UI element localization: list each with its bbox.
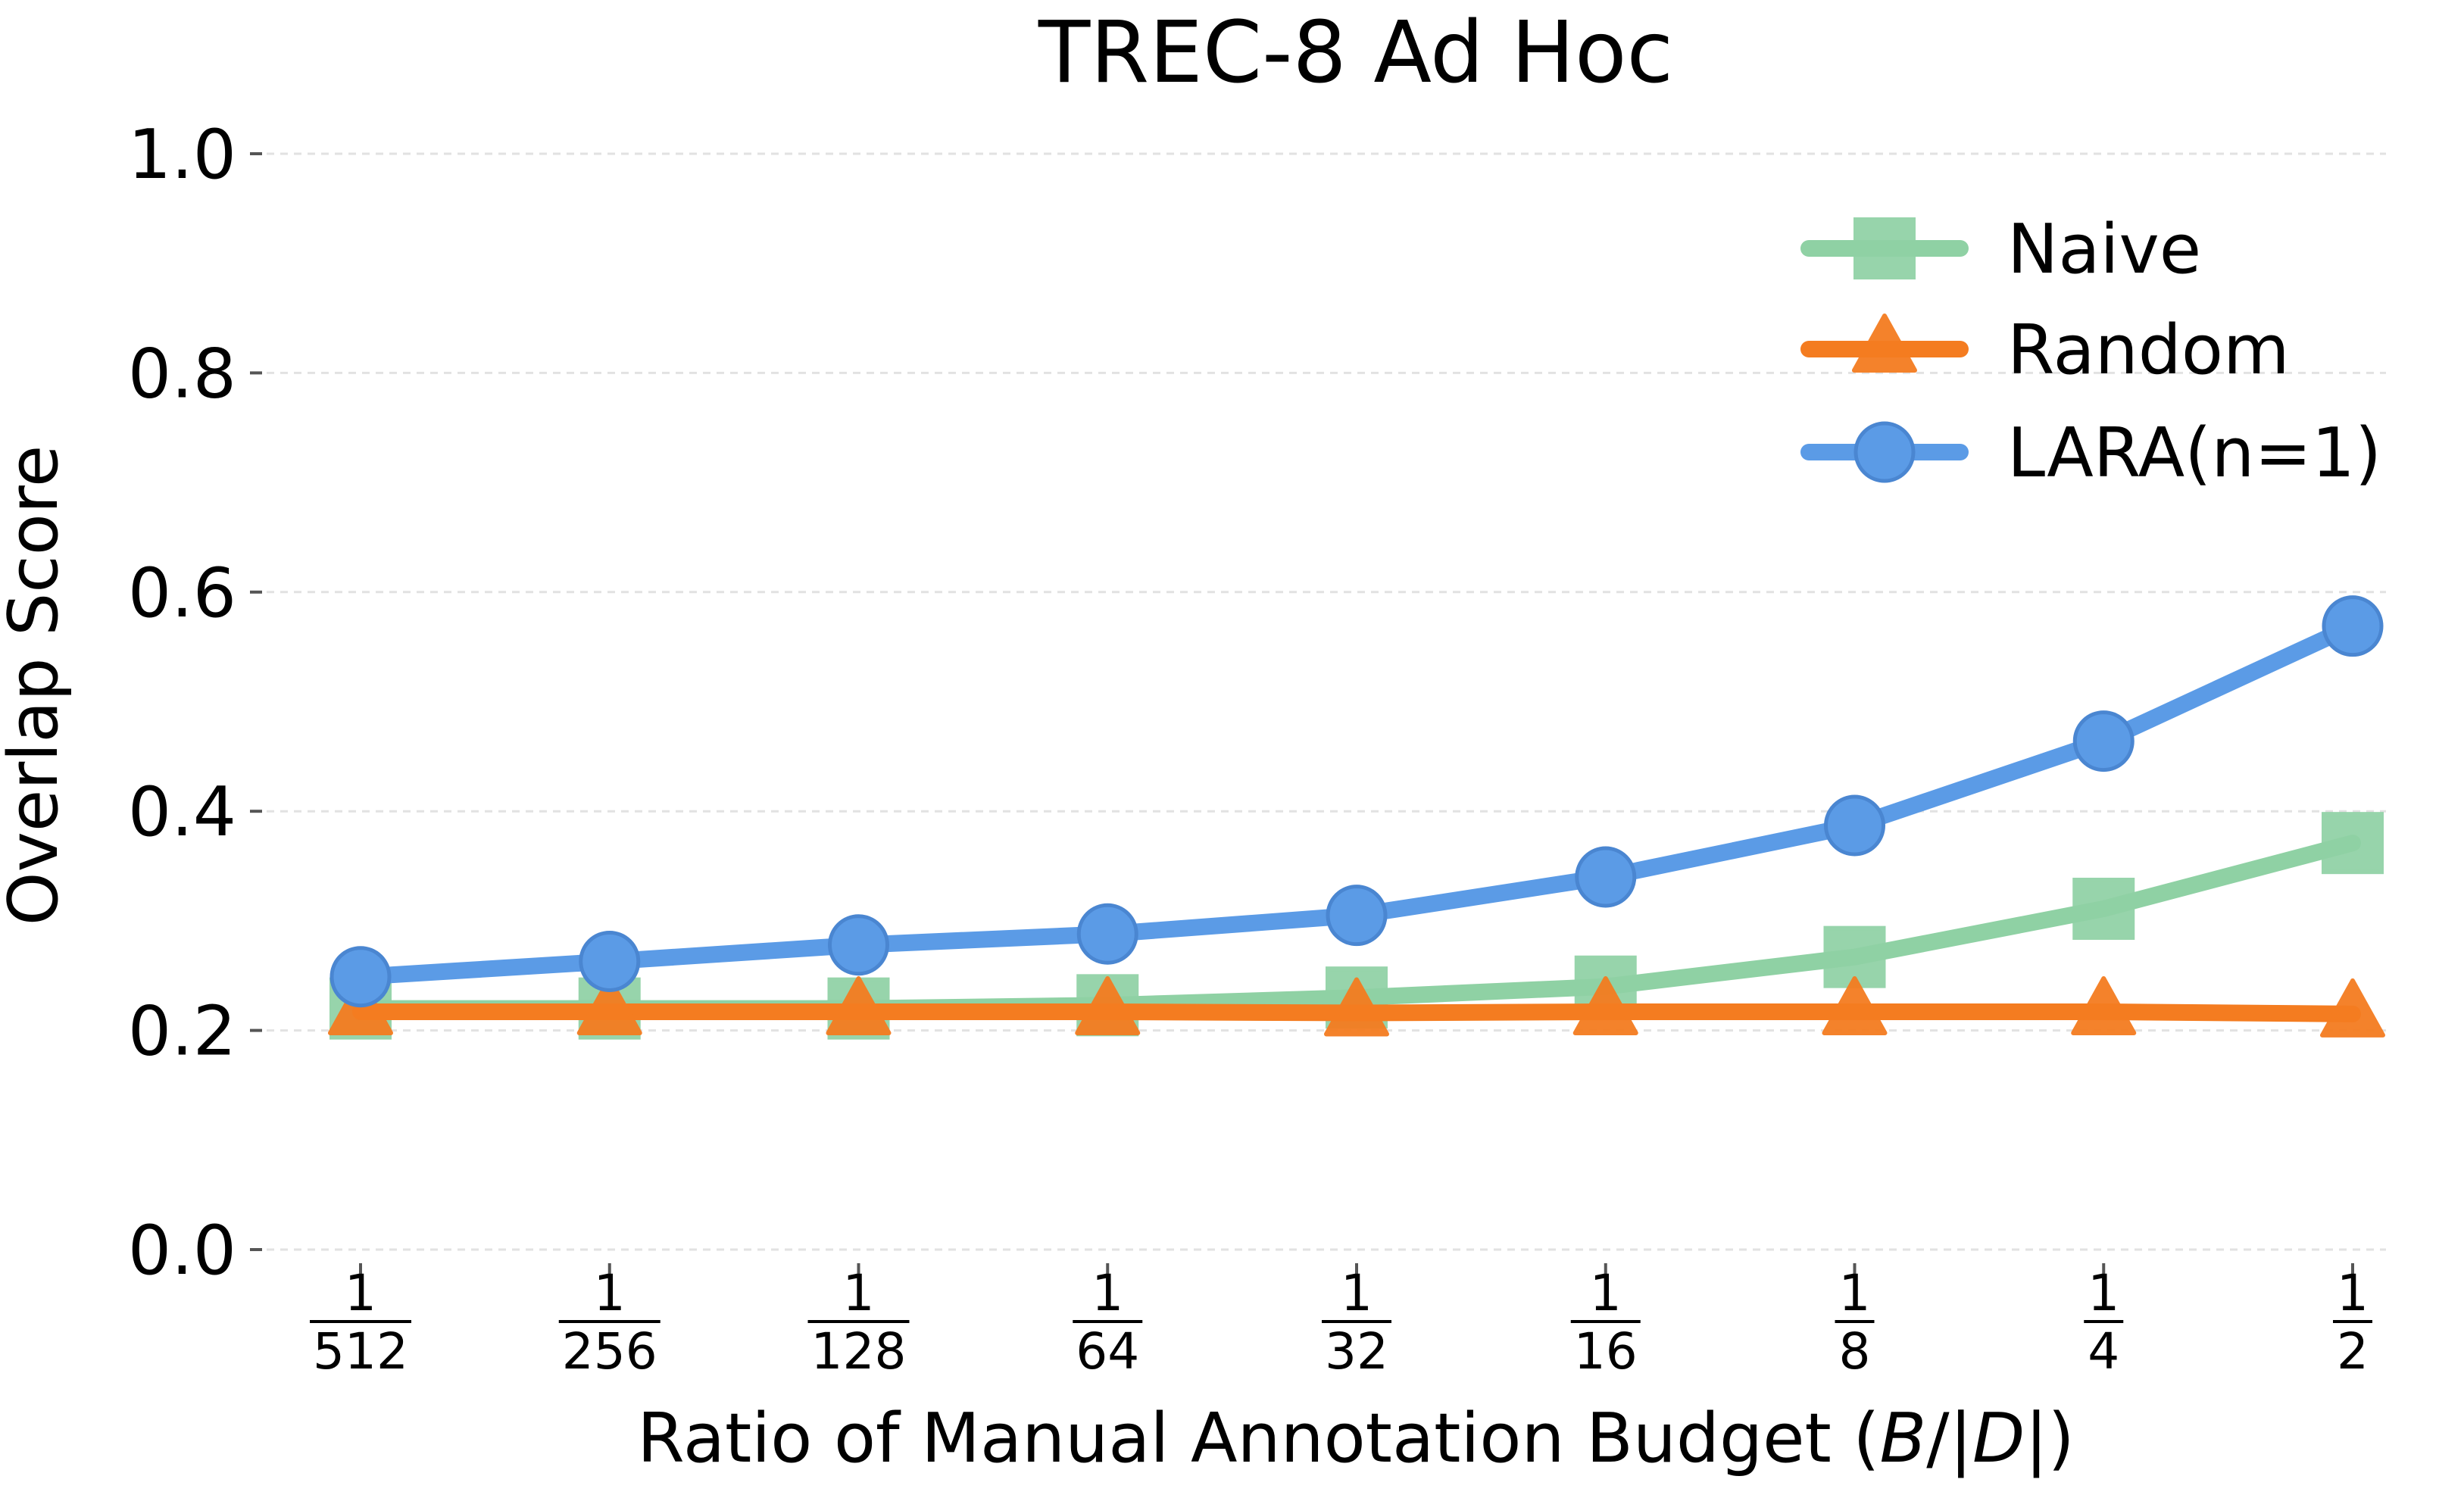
x-axis-label: Ratio of Manual Annotation Budget (B/|D|… (637, 1399, 2074, 1478)
series-lara-n-1 (329, 595, 2384, 1008)
data-point-lara-n-1 (1575, 846, 1637, 908)
data-point-random (826, 976, 892, 1036)
data-point-naive (2322, 812, 2384, 875)
legend-label: Naive (2007, 210, 2201, 289)
data-point-random (576, 976, 642, 1036)
legend-label: LARA(n=1) (2007, 414, 2381, 493)
x-tick-denominator: 8 (1839, 1322, 1871, 1381)
x-tick-numerator: 1 (1341, 1264, 1373, 1322)
y-tick-label: 0.8 (128, 334, 236, 414)
chart-title: TREC-8 Ad Hoc (1038, 4, 1673, 102)
x-tick-denominator: 2 (2337, 1322, 2369, 1381)
x-tick-numerator: 1 (594, 1264, 626, 1322)
data-point-naive (2072, 877, 2135, 940)
x-tick-numerator: 1 (1590, 1264, 1622, 1322)
gridlines (267, 152, 2386, 1251)
legend-entry-naive: Naive (1800, 210, 2201, 289)
y-tick-label: 0.2 (128, 992, 236, 1072)
x-tick-label: 18 (1835, 1264, 1875, 1381)
x-tick-numerator: 1 (1839, 1264, 1871, 1322)
x-tick-label: 116 (1570, 1264, 1641, 1381)
data-point-lara-n-1 (1824, 794, 1885, 857)
data-point-lara-n-1 (329, 946, 392, 1008)
data-point-random (2071, 976, 2137, 1036)
series-random (328, 976, 2385, 1038)
x-tick-denominator: 128 (811, 1322, 907, 1381)
x-tick-denominator: 512 (313, 1322, 408, 1381)
data-point-random (1572, 976, 1638, 1036)
data-point-lara-n-1 (2072, 710, 2135, 772)
x-tick-numerator: 1 (1091, 1264, 1123, 1322)
data-point-random (1075, 976, 1141, 1036)
legend-marker (1853, 217, 1916, 279)
y-tick-label: 0.4 (128, 772, 236, 852)
x-tick-numerator: 1 (2337, 1264, 2369, 1322)
data-point-lara-n-1 (2322, 595, 2384, 657)
x-tick-label: 164 (1073, 1264, 1143, 1381)
x-tick-denominator: 32 (1325, 1322, 1388, 1381)
y-tick-label: 0.0 (128, 1211, 236, 1290)
data-point-random (2320, 978, 2385, 1038)
x-tick-denominator: 64 (1076, 1322, 1139, 1381)
data-point-lara-n-1 (1076, 903, 1138, 965)
x-tick-label: 132 (1322, 1264, 1391, 1381)
legend-marker (1852, 314, 1917, 373)
data-point-random (1822, 976, 1888, 1036)
legend: Naive Random LARA(n=1) (1800, 210, 2381, 493)
x-tick-label: 14 (2084, 1264, 2124, 1381)
x-tick-denominator: 4 (2088, 1322, 2119, 1381)
x-tick-denominator: 256 (562, 1322, 657, 1381)
x-tick-numerator: 1 (843, 1264, 875, 1322)
series-layer (328, 595, 2385, 1040)
y-axis: 0.0 0.2 0.4 0.6 0.8 1.0 (128, 115, 262, 1290)
y-tick-label: 1.0 (128, 115, 236, 195)
legend-entry-random: Random (1800, 311, 2290, 390)
x-tick-label: 12 (2333, 1264, 2372, 1381)
y-tick-label: 0.6 (128, 554, 236, 633)
legend-label: Random (2007, 311, 2290, 390)
data-point-random (1324, 977, 1389, 1037)
data-point-naive (1823, 925, 1886, 988)
data-point-lara-n-1 (1326, 885, 1388, 947)
legend-entry-lara-n-1: LARA(n=1) (1800, 414, 2381, 493)
x-tick-numerator: 1 (2088, 1264, 2119, 1322)
x-tick-numerator: 1 (345, 1264, 376, 1322)
legend-marker (1853, 421, 1916, 483)
data-point-lara-n-1 (579, 930, 641, 992)
y-axis-label: Overlap Score (0, 445, 73, 925)
data-point-lara-n-1 (828, 914, 889, 976)
x-tick-denominator: 16 (1574, 1322, 1638, 1381)
